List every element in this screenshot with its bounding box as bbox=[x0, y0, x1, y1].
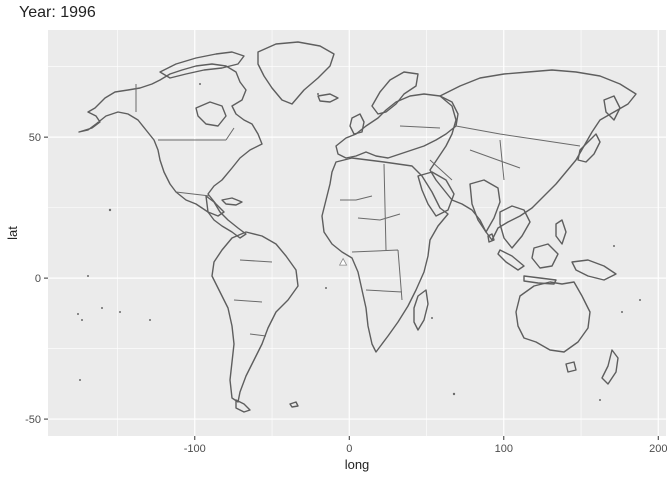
java-outline bbox=[523, 275, 557, 285]
y-tick-label: 0 bbox=[35, 273, 41, 285]
south-america-outline bbox=[211, 231, 299, 403]
country-borders bbox=[135, 84, 581, 337]
pacific-islands bbox=[77, 83, 641, 401]
x-tick-label: 200 bbox=[649, 443, 667, 455]
plot-panel bbox=[48, 30, 666, 436]
y-tick-label: 50 bbox=[29, 132, 41, 144]
hudson-bay-outline bbox=[195, 101, 227, 127]
x-axis-title: long bbox=[345, 457, 370, 472]
sumatra-outline bbox=[497, 249, 525, 271]
x-tick-label: -100 bbox=[184, 443, 206, 455]
new-guinea-outline bbox=[571, 259, 617, 281]
y-tick-label: -50 bbox=[25, 414, 41, 426]
world-outlines bbox=[77, 41, 641, 413]
iceland-outline bbox=[317, 93, 339, 103]
great-britain-outline bbox=[349, 113, 365, 135]
plot-title: Year: 1996 bbox=[19, 4, 96, 21]
arabia-outline bbox=[417, 171, 455, 217]
tasmania-outline bbox=[565, 361, 577, 373]
philippines-outline bbox=[555, 219, 567, 245]
southeast-asia-outline bbox=[499, 205, 531, 249]
kamchatka-outline bbox=[603, 95, 621, 121]
australia-outline bbox=[515, 281, 591, 353]
india-outline bbox=[469, 179, 501, 233]
x-tick-label: 0 bbox=[346, 443, 352, 455]
y-axis-ticks: -50 0 50 bbox=[25, 132, 48, 426]
marker-triangle bbox=[338, 257, 348, 266]
y-axis-title: lat bbox=[5, 226, 20, 240]
cuba-outline bbox=[221, 197, 243, 206]
x-axis-ticks: -100 0 100 200 bbox=[184, 436, 667, 455]
new-zealand-outline bbox=[601, 349, 619, 385]
scandinavia-outline bbox=[371, 71, 419, 115]
x-tick-label: 100 bbox=[495, 443, 513, 455]
africa-outline bbox=[321, 157, 449, 353]
japan-outline bbox=[577, 133, 601, 163]
tierra-del-fuego-outline bbox=[235, 399, 251, 413]
sri-lanka-outline bbox=[487, 233, 495, 243]
central-america-outline bbox=[205, 195, 247, 239]
greenland-outline bbox=[257, 41, 335, 105]
arctic-islands-outline bbox=[159, 51, 245, 79]
south-georgia-outline bbox=[289, 401, 299, 408]
madagascar-outline bbox=[413, 289, 429, 331]
borneo-outline bbox=[531, 243, 559, 269]
